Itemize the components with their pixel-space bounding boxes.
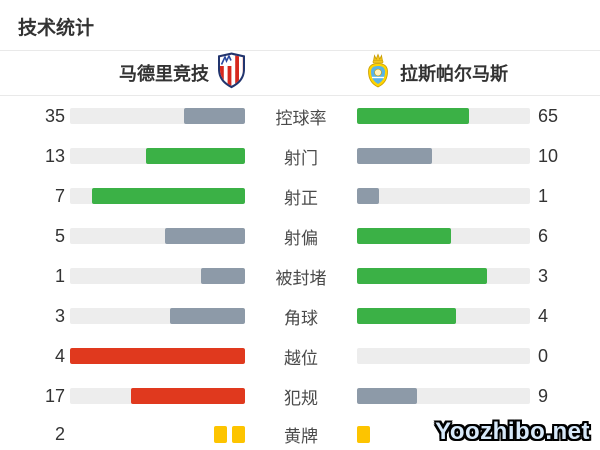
away-value: 0 <box>538 345 549 366</box>
stat-row: 17 犯规 9 <box>0 376 600 416</box>
away-bar-fill <box>357 388 417 404</box>
home-bar-track <box>70 308 245 324</box>
stat-label: 射正 <box>284 188 318 208</box>
stat-row: 3 角球 4 <box>0 296 600 336</box>
home-value: 13 <box>44 145 65 166</box>
away-bar-fill <box>357 268 487 284</box>
away-bar-track <box>357 188 530 204</box>
stat-label: 射偏 <box>284 228 318 248</box>
home-bar-track <box>70 108 245 124</box>
home-value: 4 <box>54 345 65 366</box>
stat-row: 35 控球率 65 <box>0 96 600 136</box>
home-bar-fill <box>165 228 245 244</box>
home-bar-fill <box>70 348 245 364</box>
away-bar-track <box>357 148 530 164</box>
yellow-card-icon <box>214 425 227 443</box>
away-value: 3 <box>538 265 549 286</box>
away-team-header: 拉斯帕尔马斯 <box>366 51 508 95</box>
team-header: 马德里竞技 <box>0 51 600 95</box>
away-value: 4 <box>538 305 549 326</box>
away-bar-track <box>357 308 530 324</box>
away-bar-track <box>357 228 530 244</box>
away-cards <box>357 425 530 443</box>
away-bar-fill <box>357 188 379 204</box>
cards-label: 黄牌 <box>284 426 318 446</box>
stat-row: 13 射门 10 <box>0 136 600 176</box>
home-team-crest-icon <box>217 52 246 94</box>
home-value: 17 <box>44 385 65 406</box>
stat-label: 被封堵 <box>275 268 327 288</box>
away-bar-fill <box>357 228 452 244</box>
yellow-card-icon <box>357 425 370 443</box>
home-bar-track <box>70 188 245 204</box>
stat-label: 犯规 <box>284 388 318 408</box>
home-cards-value: 2 <box>54 423 65 444</box>
away-bar-track <box>357 348 530 364</box>
home-bar-track <box>70 268 245 284</box>
yellow-cards-row: 2 黄牌 <box>0 416 600 450</box>
away-team-name: 拉斯帕尔马斯 <box>400 64 508 84</box>
away-bar-track <box>357 388 530 404</box>
away-bar-fill <box>357 148 433 164</box>
home-team-header: 马德里竞技 <box>0 51 246 95</box>
home-value: 1 <box>54 265 65 286</box>
home-cards <box>70 425 245 443</box>
away-bar-track <box>357 108 530 124</box>
home-bar-fill <box>146 148 245 164</box>
divider <box>0 50 600 51</box>
divider <box>0 95 600 96</box>
watermark: Yoozhibo.net <box>435 418 590 445</box>
away-value: 6 <box>538 225 549 246</box>
stat-row: 5 射偏 6 <box>0 216 600 256</box>
home-team-name: 马德里竞技 <box>119 64 209 84</box>
away-value: 1 <box>538 185 549 206</box>
home-bar-fill <box>201 268 245 284</box>
away-bar-fill <box>357 108 470 124</box>
stat-row: 1 被封堵 3 <box>0 256 600 296</box>
home-value: 5 <box>54 225 65 246</box>
stat-label: 角球 <box>284 308 318 328</box>
stat-label: 越位 <box>284 348 318 368</box>
home-bar-fill <box>91 188 245 204</box>
home-bar-fill <box>130 388 245 404</box>
stat-label: 控球率 <box>275 108 327 128</box>
home-value: 35 <box>44 105 65 126</box>
away-team-crest-icon <box>366 52 390 94</box>
stats-rows: 35 控球率 65 13 射门 10 7 <box>0 96 600 450</box>
stat-label: 射门 <box>284 148 318 168</box>
home-bar-fill <box>183 108 245 124</box>
away-value: 65 <box>538 105 559 126</box>
away-value: 10 <box>538 145 559 166</box>
home-bar-track <box>70 348 245 364</box>
home-value: 3 <box>54 305 65 326</box>
home-value: 7 <box>54 185 65 206</box>
stat-row: 4 越位 0 <box>0 336 600 376</box>
yellow-card-icon <box>232 425 245 443</box>
away-value: 9 <box>538 385 549 406</box>
away-bar-fill <box>357 308 456 324</box>
away-bar-track <box>357 268 530 284</box>
home-bar-track <box>70 228 245 244</box>
home-bar-fill <box>169 308 245 324</box>
stat-row: 7 射正 1 <box>0 176 600 216</box>
page-title: 技术统计 <box>18 18 95 39</box>
home-bar-track <box>70 388 245 404</box>
home-bar-track <box>70 148 245 164</box>
